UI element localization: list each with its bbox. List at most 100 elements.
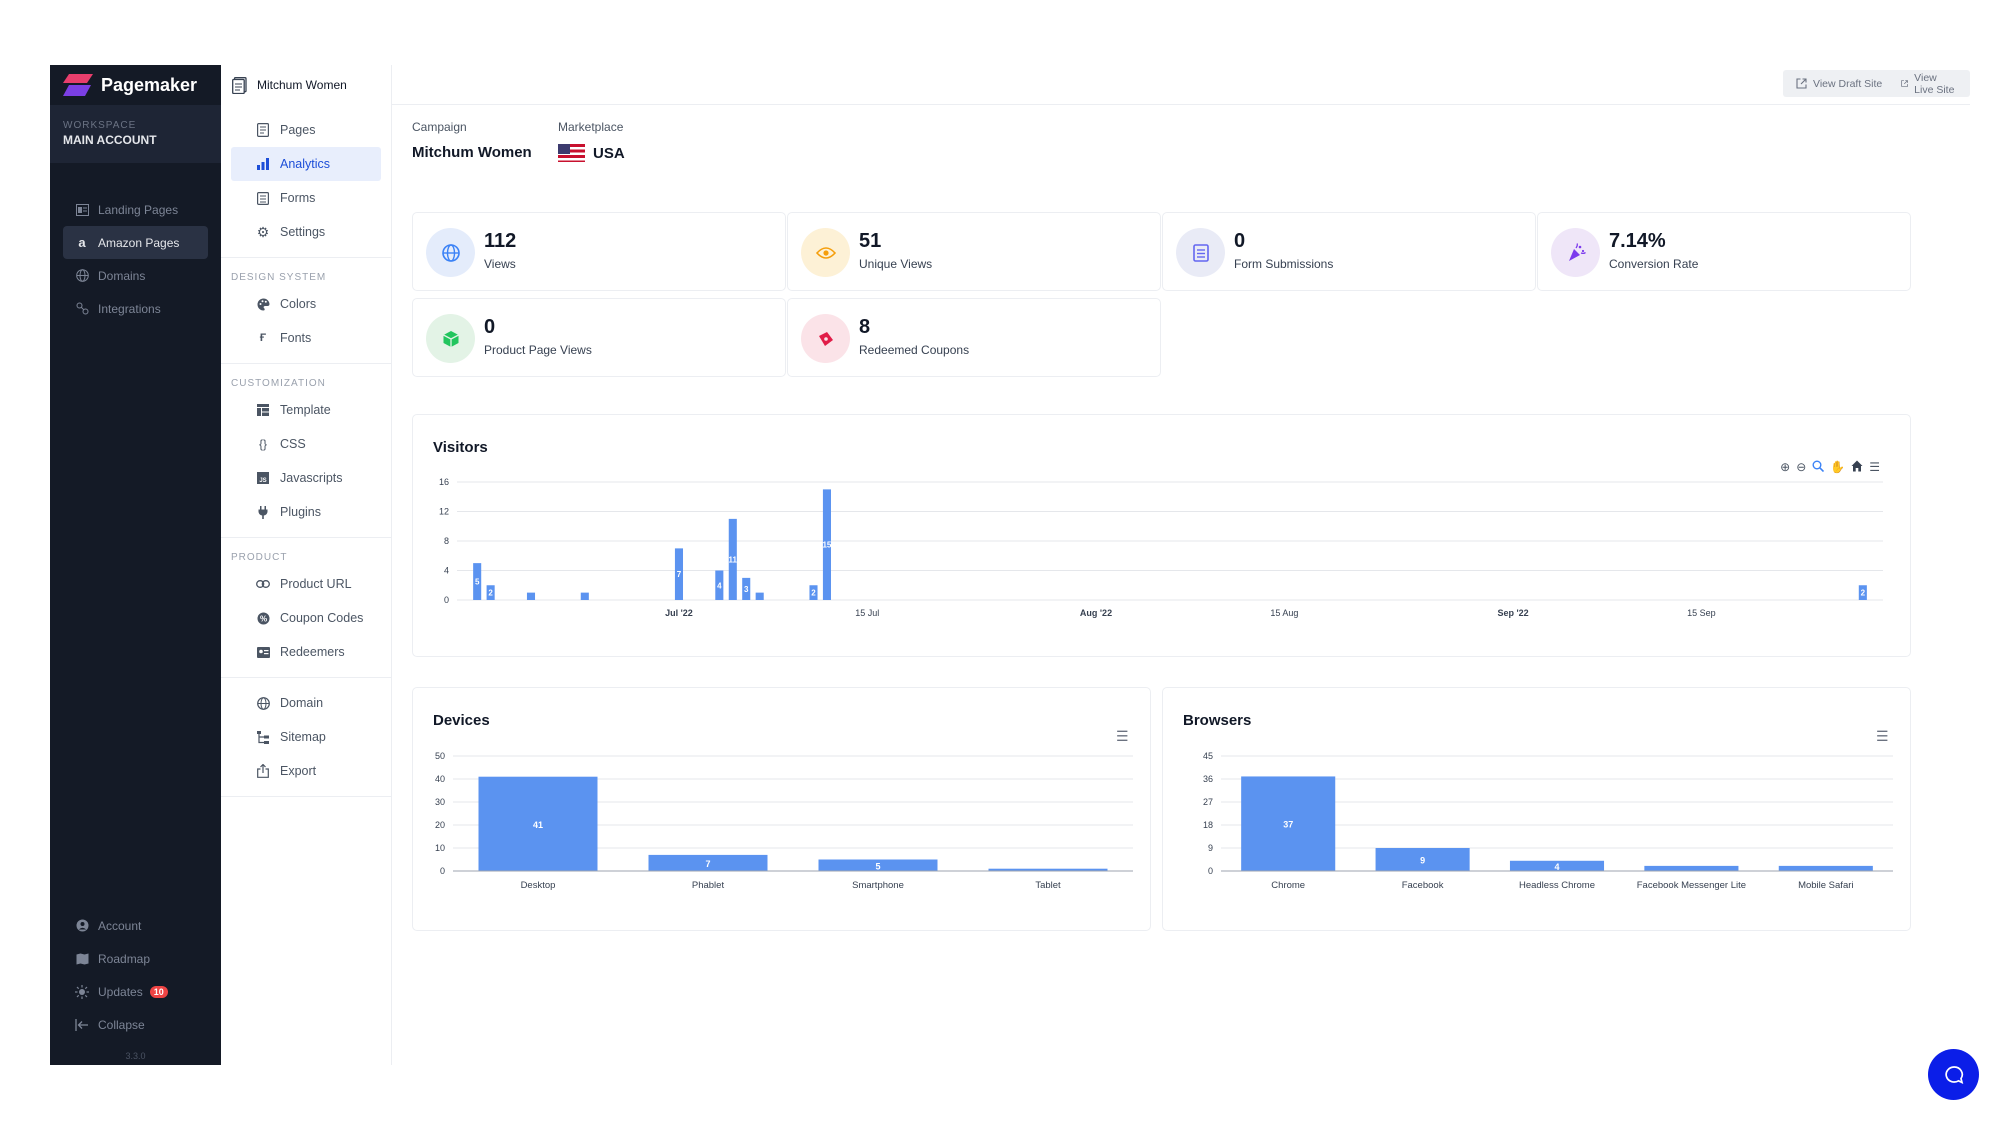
stat-label: Unique Views	[859, 257, 933, 271]
secnav-groups: Pages Analytics Forms ⚙ Settings DESIGN …	[221, 105, 391, 797]
sidebar-item-updates[interactable]: Updates 10	[63, 975, 208, 1008]
stat-card-views: 112 Views	[412, 212, 786, 291]
secnav-item-css[interactable]: {} CSS	[231, 427, 381, 461]
code-braces-icon: {}	[258, 437, 267, 451]
badge-icon: %	[256, 611, 270, 625]
secnav-item-label: Colors	[280, 297, 317, 311]
bar-data-label: 4	[717, 581, 722, 590]
sidebar-item-integrations[interactable]: Integrations	[63, 292, 208, 325]
pan-hand-icon[interactable]: ✋	[1830, 460, 1846, 474]
sidebar-item-label: Domains	[98, 268, 146, 283]
link-icon	[256, 577, 270, 591]
zoom-selection-icon[interactable]	[1812, 460, 1825, 475]
secnav-heading: DESIGN SYSTEM	[231, 272, 327, 283]
form-icon	[1176, 228, 1225, 277]
secnav-item-label: CSS	[280, 437, 306, 451]
workspace-switcher[interactable]: WORKSPACE MAIN ACCOUNT	[50, 105, 221, 163]
x-tick-label: Facebook	[1402, 880, 1444, 891]
y-tick-label: 0	[1208, 866, 1213, 876]
sidebar-item-collapse[interactable]: Collapse	[63, 1008, 208, 1041]
sidebar-item-roadmap[interactable]: Roadmap	[63, 942, 208, 975]
secnav-item-redeemers[interactable]: Redeemers	[231, 635, 381, 669]
devices-chart-title: Devices	[433, 712, 490, 729]
view-draft-site-button[interactable]: View Draft Site	[1783, 70, 1896, 97]
secnav-item-label: Fonts	[280, 331, 312, 345]
updates-count-badge: 10	[149, 985, 168, 998]
bar	[1241, 776, 1336, 871]
view-live-site-button[interactable]: View Live Site	[1888, 70, 1970, 97]
stat-card-product-page-views: 0 Product Page Views	[412, 298, 786, 377]
sidebar-item-label: Collapse	[98, 1017, 145, 1032]
svg-text:%: %	[259, 614, 266, 623]
amazon-icon: a	[78, 235, 86, 250]
pages-icon	[256, 123, 270, 137]
us-flag-icon	[558, 144, 585, 162]
secnav-heading: CUSTOMIZATION	[231, 378, 326, 389]
sidebar-item-domains[interactable]: Domains	[63, 259, 208, 292]
sidebar-bottom-nav: Account Roadmap Updates 10 Collapse	[63, 909, 208, 1041]
secnav-item-pages[interactable]: Pages	[231, 113, 381, 147]
secnav-item-label: Redeemers	[280, 645, 345, 659]
secnav-item-plugins[interactable]: Plugins	[231, 495, 381, 529]
secnav-item-analytics[interactable]: Analytics	[231, 147, 381, 181]
top-bar: View Draft Site View Live Site	[392, 65, 1970, 105]
globe-icon	[256, 696, 270, 710]
bar-data-label: 2	[1861, 589, 1866, 598]
app-window: Pagemaker WORKSPACE MAIN ACCOUNT Landing…	[50, 65, 1979, 1100]
sidebar-item-label: Amazon Pages	[98, 235, 180, 250]
secnav-item-domain[interactable]: Domain	[231, 686, 381, 720]
secnav-item-forms[interactable]: Forms	[231, 181, 381, 215]
brand-logo[interactable]: Pagemaker	[63, 65, 197, 105]
bar-data-label: 7	[705, 859, 710, 869]
secnav-item-colors[interactable]: Colors	[231, 287, 381, 321]
secnav-item-coupon-codes[interactable]: % Coupon Codes	[231, 601, 381, 635]
secnav-item-label: Product URL	[280, 577, 352, 591]
bar	[648, 854, 768, 871]
secnav-item-label: Sitemap	[280, 730, 326, 744]
stat-label: Form Submissions	[1234, 257, 1334, 271]
sidebar-item-account[interactable]: Account	[63, 909, 208, 942]
x-tick-label: Jul '22	[665, 608, 693, 618]
bar	[473, 563, 482, 600]
bar	[580, 592, 589, 600]
stat-label: Redeemed Coupons	[859, 343, 970, 357]
bar-data-label: 7	[677, 570, 682, 579]
bar	[1509, 860, 1605, 871]
collapse-icon	[75, 1018, 89, 1032]
home-reset-icon[interactable]	[1851, 460, 1863, 475]
bar-data-label: 37	[1283, 820, 1293, 830]
chat-support-button[interactable]	[1928, 1049, 1979, 1100]
campaign-info: Campaign Mitchum Women	[412, 120, 532, 161]
bar-data-label: 2	[811, 589, 816, 598]
secnav-item-label: Analytics	[280, 157, 331, 171]
page-document-icon	[232, 76, 247, 94]
x-tick-label: Facebook Messenger Lite	[1637, 880, 1746, 891]
chart-menu-icon[interactable]: ☰	[1876, 728, 1889, 744]
y-tick-label: 8	[444, 536, 449, 546]
y-tick-label: 9	[1208, 843, 1213, 853]
primary-sidebar: Pagemaker WORKSPACE MAIN ACCOUNT Landing…	[50, 65, 221, 1065]
secnav-item-export[interactable]: Export	[231, 754, 381, 788]
x-tick-label: 15 Aug	[1270, 608, 1298, 618]
secnav-item-settings[interactable]: ⚙ Settings	[231, 215, 381, 249]
chart-menu-icon[interactable]: ☰	[1869, 460, 1880, 474]
stat-card-redeemed-coupons: 8 Redeemed Coupons	[787, 298, 1161, 377]
secnav-item-fonts[interactable]: Ғ Fonts	[231, 321, 381, 355]
x-tick-label: Mobile Safari	[1798, 880, 1853, 891]
zoom-out-icon[interactable]: ⊖	[1796, 460, 1807, 474]
secnav-item-template[interactable]: Template	[231, 393, 381, 427]
stat-card-conversion-rate: 7.14% Conversion Rate	[1537, 212, 1911, 291]
secnav-item-javascripts[interactable]: JS Javascripts	[231, 461, 381, 495]
secnav-item-sitemap[interactable]: Sitemap	[231, 720, 381, 754]
secnav-group-product: PRODUCT Product URL % Coupon Codes Redee…	[221, 538, 391, 678]
chart-menu-icon[interactable]: ☰	[1116, 728, 1129, 744]
secnav-item-label: Coupon Codes	[280, 611, 364, 625]
sidebar-item-landing-pages[interactable]: Landing Pages	[63, 193, 208, 226]
secnav-item-product-url[interactable]: Product URL	[231, 567, 381, 601]
sidebar-item-amazon-pages[interactable]: a Amazon Pages	[63, 226, 208, 259]
stat-card-form-submissions: 0 Form Submissions	[1162, 212, 1536, 291]
zoom-in-icon[interactable]: ⊕	[1780, 460, 1791, 474]
y-tick-label: 4	[444, 566, 449, 576]
browsers-chart-title: Browsers	[1183, 712, 1252, 729]
